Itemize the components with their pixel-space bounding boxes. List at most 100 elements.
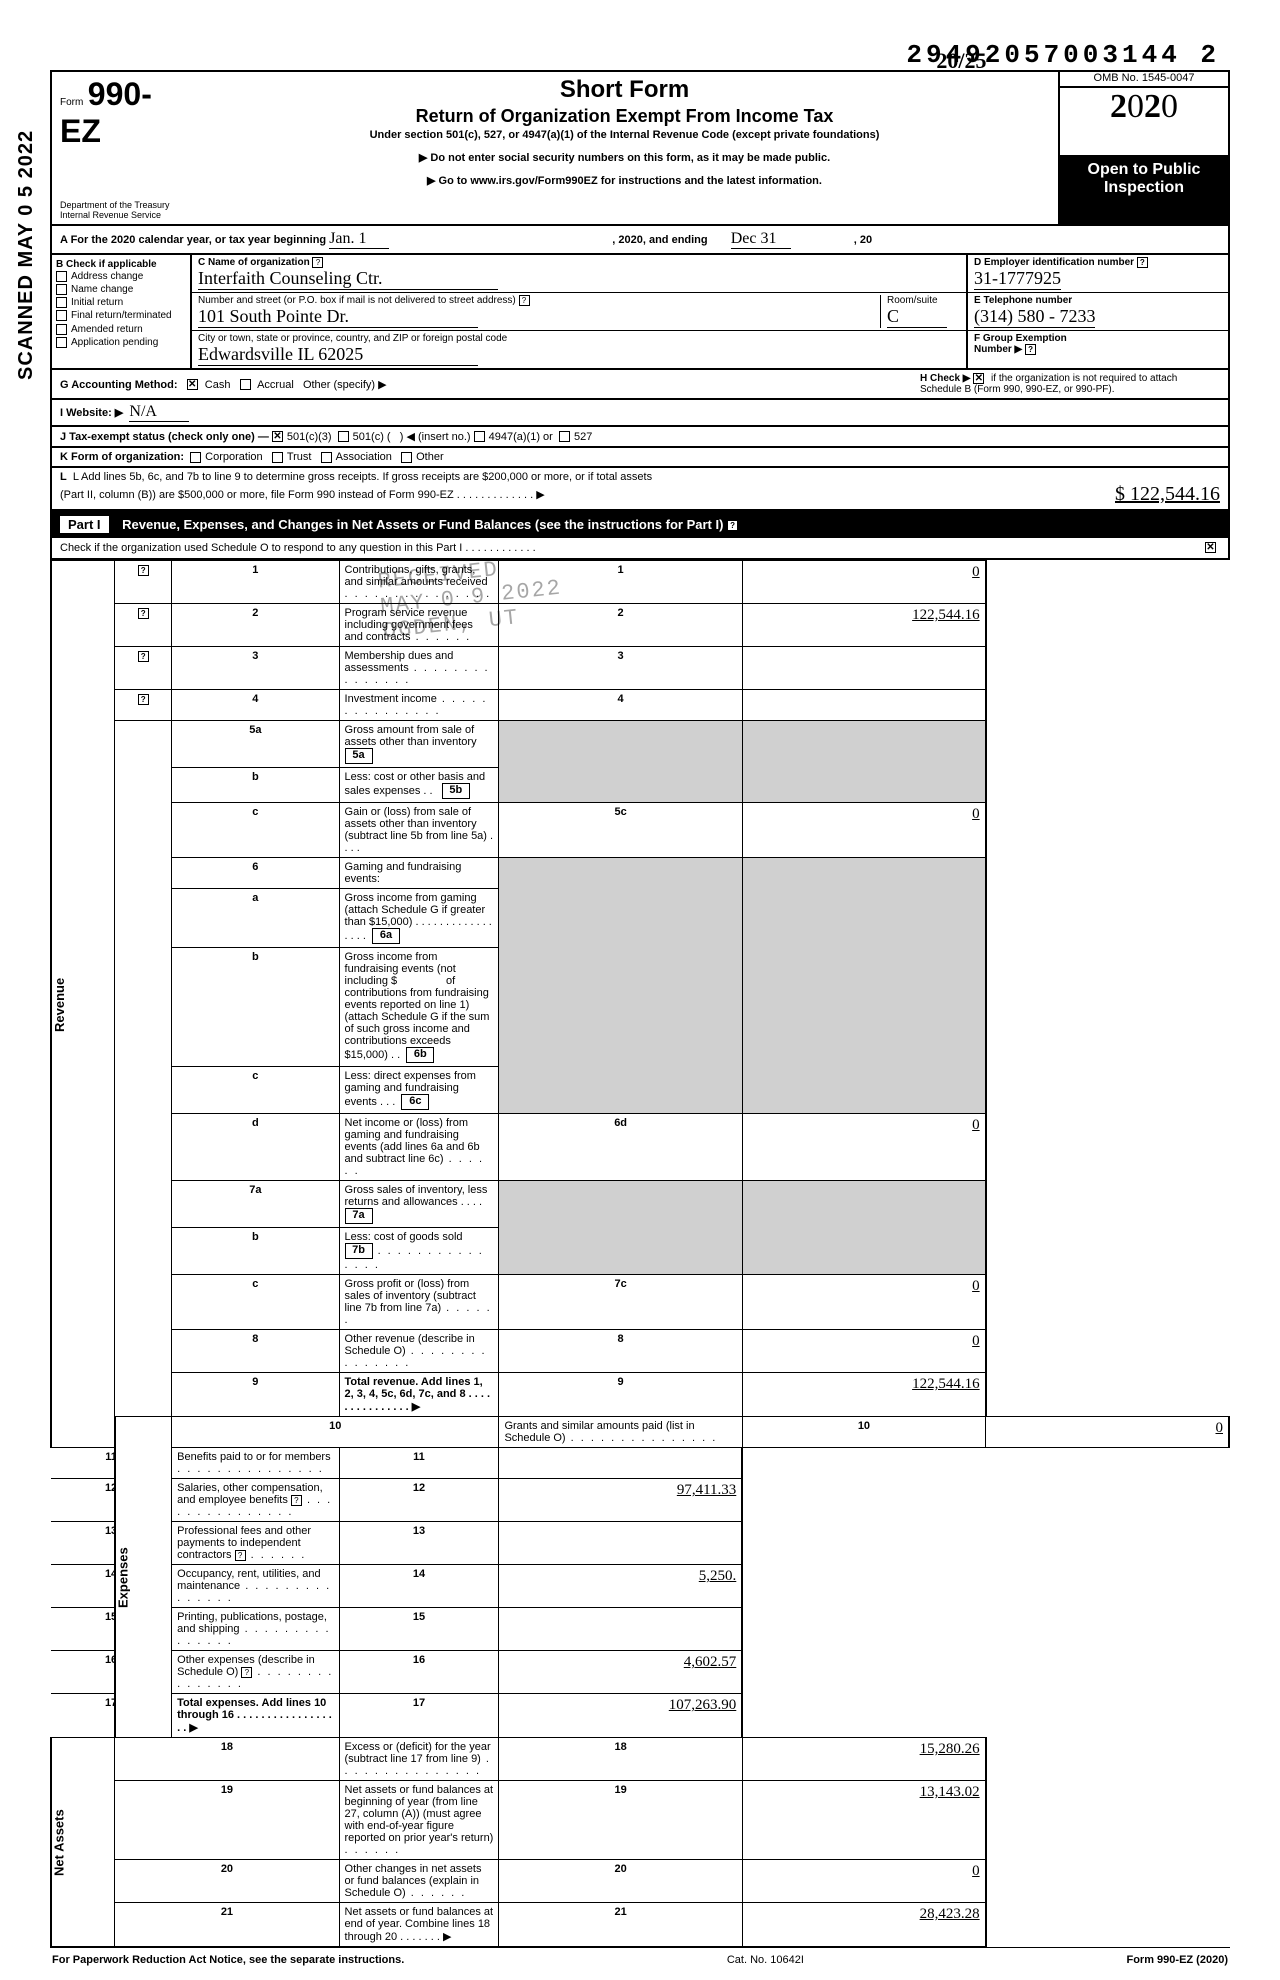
line-7c-idx: 7c xyxy=(499,1275,742,1330)
lbl-501c3: 501(c)(3) xyxy=(287,431,332,443)
line-6d-idx: 6d xyxy=(499,1114,742,1181)
help-icon[interactable]: ? xyxy=(519,295,530,306)
line-14-value: 5,250. xyxy=(499,1565,742,1608)
chk-amended-return[interactable] xyxy=(56,324,67,335)
row-a-mid: , 2020, and ending xyxy=(612,234,707,246)
line-5c-value: 0 xyxy=(742,803,985,858)
line-5c-desc: Gain or (loss) from sale of assets other… xyxy=(339,803,499,858)
chk-trust[interactable] xyxy=(272,452,283,463)
chk-501c[interactable] xyxy=(338,431,349,442)
line-5a-desc: Gross amount from sale of assets other t… xyxy=(345,724,477,748)
chk-address-change[interactable] xyxy=(56,271,67,282)
row-a-tail: , 20 xyxy=(854,234,872,246)
help-icon[interactable]: ? xyxy=(727,520,738,531)
line-9-num: 9 xyxy=(172,1373,339,1417)
scanned-stamp: SCANNED MAY 0 5 2022 xyxy=(15,130,38,380)
chk-corporation[interactable] xyxy=(190,452,201,463)
part-1-table: Revenue ? 1 Contributions, gifts, grants… xyxy=(50,560,1230,1947)
help-icon[interactable]: ? xyxy=(241,1667,252,1678)
lbl-corporation: Corporation xyxy=(205,451,262,463)
instruction-line-1: ▶ Do not enter social security numbers o… xyxy=(199,151,1050,164)
line-3-value xyxy=(742,647,985,690)
line-4-desc: Investment income xyxy=(339,690,499,721)
net-assets-side-label: Net Assets xyxy=(51,1738,115,1947)
line-2-value: 122,544.16 xyxy=(742,604,985,647)
chk-initial-return[interactable] xyxy=(56,297,67,308)
lbl-address-change: Address change xyxy=(71,271,143,282)
phone-label: E Telephone number xyxy=(974,295,1072,306)
column-b: B Check if applicable Address change Nam… xyxy=(52,255,192,368)
line-10-num: 10 xyxy=(172,1417,499,1448)
chk-527[interactable] xyxy=(559,431,570,442)
chk-other-org[interactable] xyxy=(401,452,412,463)
line-7a-box: 7a xyxy=(345,1208,373,1224)
room-suite: C xyxy=(887,306,947,328)
help-icon[interactable]: ? xyxy=(138,694,149,705)
part-1-header: Part I Revenue, Expenses, and Changes in… xyxy=(50,511,1230,538)
short-form-title: Short Form xyxy=(199,76,1050,104)
line-21-idx: 21 xyxy=(499,1903,742,1947)
dept-irs: Internal Revenue Service xyxy=(60,210,183,220)
gross-receipts-value: $ 122,544.16 xyxy=(1115,483,1220,506)
chk-501c3[interactable]: ✕ xyxy=(272,431,283,442)
line-18-value: 15,280.26 xyxy=(742,1738,985,1781)
row-g-h: G Accounting Method: ✕ Cash Accrual Othe… xyxy=(50,370,1230,400)
form-number: 990-EZ xyxy=(60,76,152,149)
help-icon[interactable]: ? xyxy=(138,651,149,662)
line-20-num: 20 xyxy=(115,1860,339,1903)
lbl-501c-insert: ) ◀ (insert no.) xyxy=(400,430,471,443)
help-icon[interactable]: ? xyxy=(291,1495,302,1506)
form-org-label: K Form of organization: xyxy=(60,451,184,463)
line-9-value: 122,544.16 xyxy=(742,1373,985,1417)
chk-schedule-o-used[interactable]: ✕ xyxy=(1205,542,1216,553)
line-7c-num: c xyxy=(172,1275,339,1330)
line-20-value: 0 xyxy=(742,1860,985,1903)
line-10-idx: 10 xyxy=(742,1417,985,1448)
line-5a-num: 5a xyxy=(172,721,339,768)
page-footer: For Paperwork Reduction Act Notice, see … xyxy=(50,1947,1230,1972)
line-18-idx: 18 xyxy=(499,1738,742,1781)
help-icon[interactable]: ? xyxy=(138,608,149,619)
line-11-value xyxy=(499,1448,742,1479)
lbl-association: Association xyxy=(336,451,392,463)
tax-year-end: Dec 31 xyxy=(731,230,791,249)
ein-value: 31-1777925 xyxy=(974,268,1061,290)
line-1-idx: 1 xyxy=(499,561,742,604)
chk-4947[interactable] xyxy=(474,431,485,442)
chk-association[interactable] xyxy=(321,452,332,463)
group-exemption-label: F Group Exemption xyxy=(974,333,1067,344)
chk-final-return[interactable] xyxy=(56,310,67,321)
help-icon[interactable]: ? xyxy=(235,1550,246,1561)
help-icon[interactable]: ? xyxy=(1137,257,1148,268)
lbl-name-change: Name change xyxy=(71,284,133,295)
line-6b-num: b xyxy=(172,948,339,1067)
line-14-desc: Occupancy, rent, utilities, and maintena… xyxy=(172,1565,339,1608)
line-13-value xyxy=(499,1522,742,1565)
chk-accrual[interactable] xyxy=(240,379,251,390)
footer-cat-no: Cat. No. 10642I xyxy=(727,1954,804,1966)
help-icon[interactable]: ? xyxy=(138,565,149,576)
line-3-desc: Membership dues and assessments xyxy=(339,647,499,690)
line-20-desc: Other changes in net assets or fund bala… xyxy=(339,1860,499,1903)
footer-left: For Paperwork Reduction Act Notice, see … xyxy=(52,1954,404,1966)
org-name: Interfaith Counseling Ctr. xyxy=(198,268,498,290)
subtitle: Under section 501(c), 527, or 4947(a)(1)… xyxy=(199,129,1050,141)
group-exemption-number-label: Number ▶ xyxy=(974,344,1022,355)
line-2-desc: Program service revenue including govern… xyxy=(339,604,499,647)
help-icon[interactable]: ? xyxy=(312,257,323,268)
line-11-desc: Benefits paid to or for members xyxy=(172,1448,339,1479)
help-icon[interactable]: ? xyxy=(1025,344,1036,355)
footer-form-ref: Form 990-EZ (2020) xyxy=(1126,1954,1228,1966)
chk-cash[interactable]: ✕ xyxy=(187,379,198,390)
line-21-num: 21 xyxy=(115,1903,339,1947)
lbl-other-method: Other (specify) ▶ xyxy=(303,379,387,391)
line-1-desc: Contributions, gifts, grants, and simila… xyxy=(339,561,499,604)
chk-name-change[interactable] xyxy=(56,284,67,295)
line-17-desc: Total expenses. Add lines 10 through 16 … xyxy=(177,1697,332,1734)
lbl-501c: 501(c) ( xyxy=(353,431,391,443)
chk-schedule-b[interactable]: ✕ xyxy=(973,373,984,384)
lbl-trust: Trust xyxy=(287,451,312,463)
line-8-value: 0 xyxy=(742,1330,985,1373)
chk-application-pending[interactable] xyxy=(56,337,67,348)
line-20-idx: 20 xyxy=(499,1860,742,1903)
